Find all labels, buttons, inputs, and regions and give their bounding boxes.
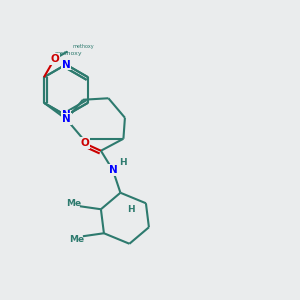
Text: N: N <box>61 110 70 121</box>
Text: methoxy: methoxy <box>73 44 94 49</box>
Text: Me: Me <box>66 199 81 208</box>
Text: N: N <box>109 165 117 175</box>
Text: methoxy: methoxy <box>54 51 82 56</box>
Text: N: N <box>61 59 70 70</box>
Text: Me: Me <box>69 235 84 244</box>
Text: O: O <box>80 138 89 148</box>
Text: N: N <box>62 114 71 124</box>
Text: O: O <box>50 54 59 64</box>
Text: H: H <box>119 158 126 167</box>
Text: H: H <box>127 205 135 214</box>
